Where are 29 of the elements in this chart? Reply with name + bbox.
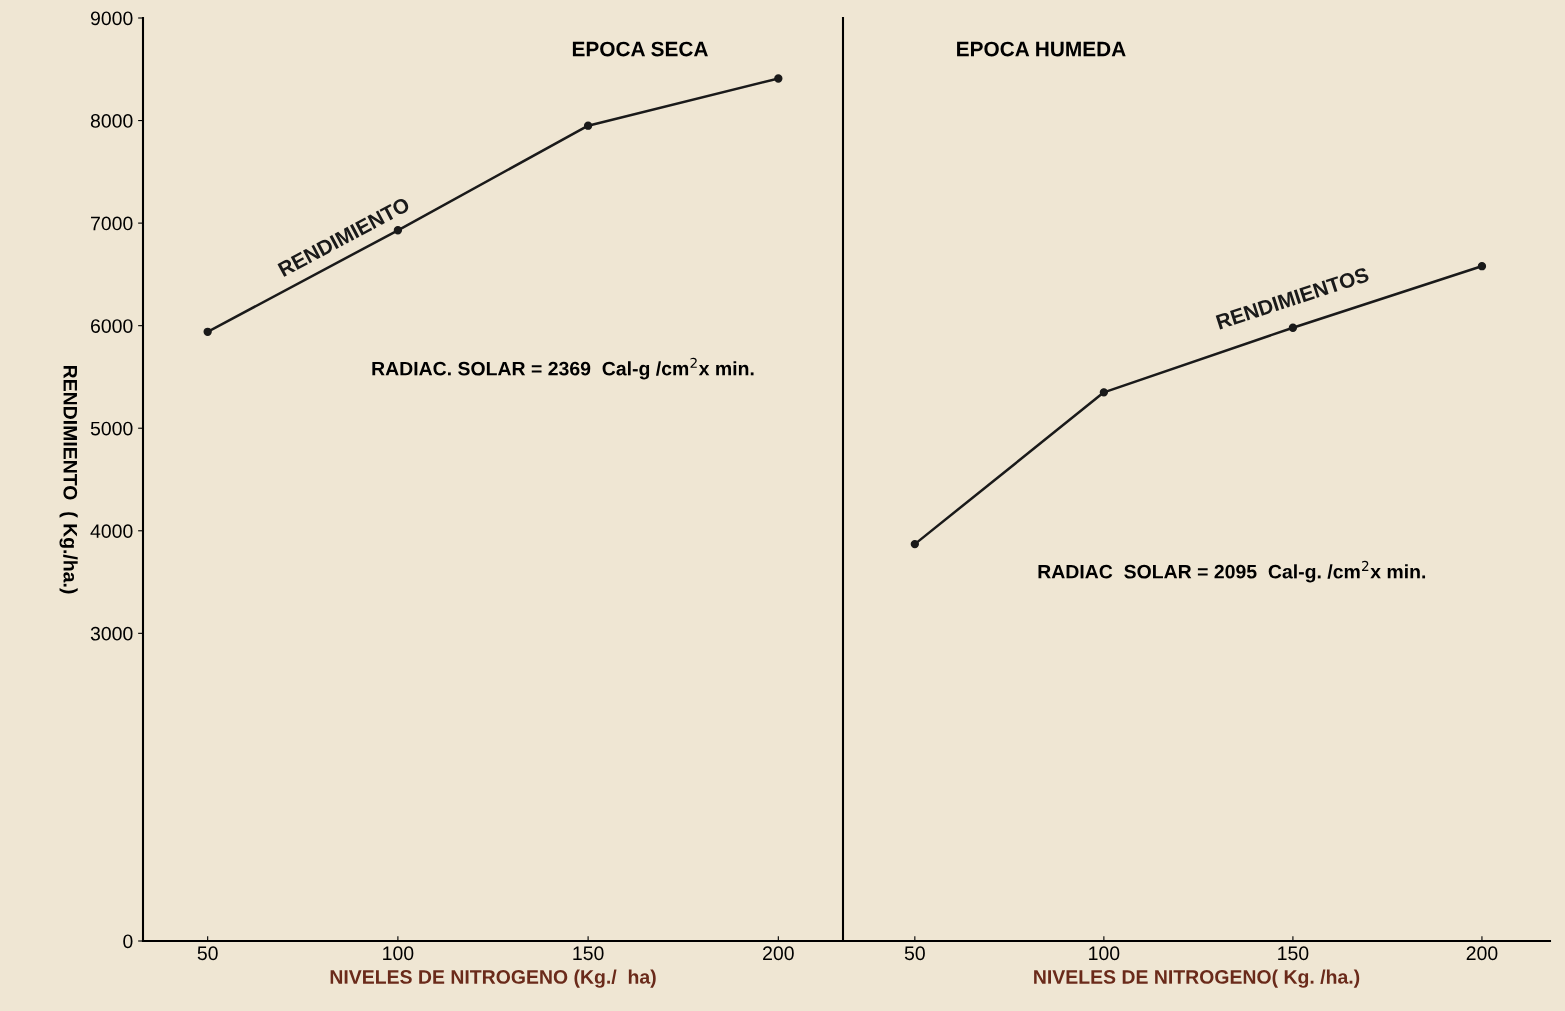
annotation: RADIAC SOLAR = 2095 Cal-g. /cm$^{2}$x min.	[1038, 560, 1426, 583]
annotation: RADIAC. SOLAR = 2369 Cal-g /cm$^{2}$x min.	[372, 357, 754, 380]
x-tick-label: 100	[1089, 946, 1120, 961]
text: EPOCA HUMEDA	[957, 41, 1126, 57]
y-tick-label: 6000	[91, 319, 133, 333]
y-tick-label: 8000	[90, 114, 133, 128]
point	[1477, 262, 1487, 271]
x-axis-title: NIVELES DE NITROGENO( Kg. /ha.)	[1034, 969, 1360, 988]
y-tick-label: 5000	[90, 421, 133, 436]
x-tick-label: 200	[763, 946, 794, 961]
point	[910, 539, 920, 549]
x-tick-label: 50	[197, 946, 218, 961]
x-tick-label: 50	[904, 946, 925, 961]
y-axis-title: RENDIMIENTO ( Kg./ha.)	[59, 365, 78, 594]
y-tick-label: 7000	[91, 216, 133, 231]
point	[203, 327, 212, 336]
x-axis-title: NIVELES DE NITROGENO (Kg./ ha)	[330, 969, 656, 988]
x-tick-label: 150	[1278, 946, 1309, 961]
x-tick-label: 150	[573, 946, 604, 961]
y-tick-label: 3000	[90, 626, 133, 641]
y-tick-label: 9000	[90, 11, 133, 26]
x-tick-label: 200	[1466, 946, 1498, 961]
x-tick-label: 100	[383, 946, 414, 961]
point	[774, 74, 783, 83]
point	[583, 121, 593, 130]
y-tick-label: 0	[123, 934, 133, 949]
y-tick-label: 4000	[90, 524, 133, 539]
point	[1099, 388, 1109, 397]
text: EPOCA SECA	[572, 41, 708, 57]
